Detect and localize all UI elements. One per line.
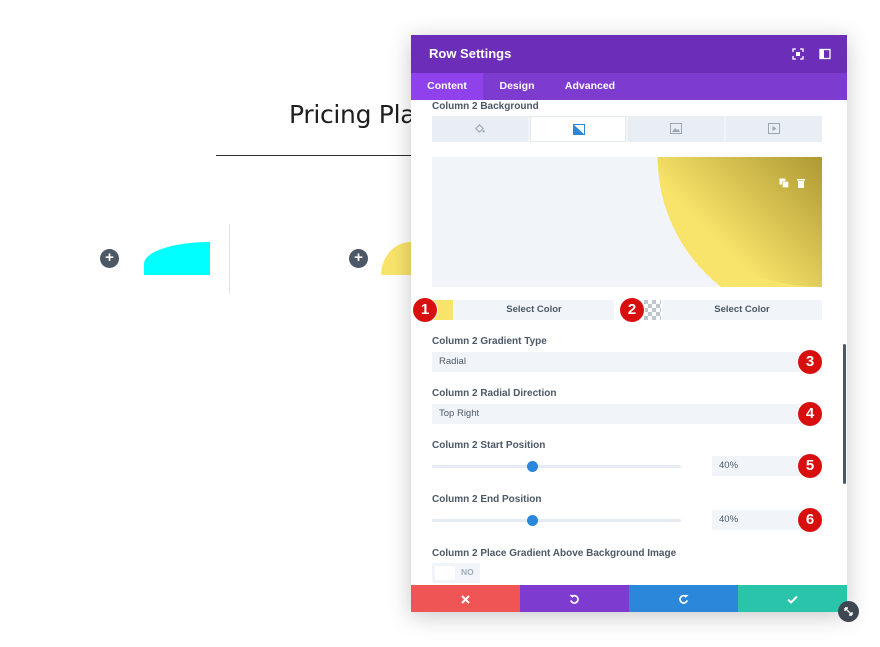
close-icon	[461, 595, 470, 604]
video-icon	[768, 123, 780, 134]
redo-icon	[679, 594, 689, 604]
settings-content: Column 2 Background	[411, 100, 847, 585]
toggle-value: NO	[461, 567, 474, 577]
gradient-preview	[432, 157, 822, 287]
gradient-type-label: Column 2 Gradient Type	[432, 336, 547, 347]
background-video-tab[interactable]	[726, 116, 822, 142]
check-icon	[787, 595, 798, 604]
step-badge-1: 1	[413, 298, 437, 322]
radial-direction-select[interactable]: Top Right	[432, 404, 822, 424]
gradient-icon	[573, 124, 585, 135]
tab-content[interactable]: Content	[411, 73, 483, 100]
step-badge-5: 5	[798, 454, 822, 478]
tab-advanced[interactable]: Advanced	[564, 80, 616, 92]
plus-icon: +	[105, 249, 114, 266]
select-color-1-button[interactable]: Select Color	[454, 300, 614, 320]
column-divider	[229, 224, 230, 294]
gradient-above-toggle[interactable]: NO	[432, 563, 480, 583]
radial-direction-label: Column 2 Radial Direction	[432, 388, 557, 399]
background-label: Column 2 Background	[432, 101, 539, 112]
page-title: Pricing Plan	[289, 100, 431, 129]
background-gradient-tab[interactable]	[530, 116, 626, 142]
delete-icon[interactable]	[796, 175, 806, 188]
undo-icon	[569, 594, 579, 604]
resize-handle[interactable]	[838, 601, 859, 622]
end-position-input[interactable]: 40%	[712, 510, 822, 530]
step-badge-6: 6	[798, 508, 822, 532]
gradient-above-label: Column 2 Place Gradient Above Background…	[432, 548, 677, 559]
undo-button[interactable]	[520, 585, 629, 612]
toggle-knob	[435, 566, 455, 580]
modal-footer	[411, 585, 847, 612]
color-2-swatch[interactable]	[640, 300, 661, 320]
background-type-tabs	[432, 116, 822, 142]
start-position-input[interactable]: 40%	[712, 456, 822, 476]
modal-title: Row Settings	[429, 46, 512, 61]
fullscreen-icon[interactable]	[792, 47, 804, 60]
step-badge-4: 4	[798, 402, 822, 426]
modal-header: Row Settings	[411, 35, 847, 73]
paint-bucket-icon	[475, 124, 485, 133]
add-module-button-1[interactable]: +	[100, 249, 119, 268]
start-position-label: Column 2 Start Position	[432, 440, 546, 451]
duplicate-icon[interactable]	[779, 175, 789, 188]
tab-design[interactable]: Design	[499, 80, 535, 92]
start-position-slider-handle[interactable]	[527, 461, 538, 472]
title-divider	[216, 155, 416, 156]
redo-button[interactable]	[629, 585, 738, 612]
plus-icon: +	[354, 249, 363, 266]
column-2-gradient-shape	[381, 242, 411, 275]
image-icon	[670, 123, 682, 134]
end-position-slider[interactable]	[432, 519, 681, 522]
row-settings-modal: Row Settings Content Design Advanced Col…	[411, 35, 847, 612]
end-position-label: Column 2 End Position	[432, 494, 542, 505]
resize-icon	[844, 607, 853, 617]
start-position-slider[interactable]	[432, 465, 681, 468]
column-1-gradient-shape	[144, 242, 210, 275]
color-1-swatch[interactable]	[432, 300, 453, 320]
save-button[interactable]	[738, 585, 847, 612]
end-position-slider-handle[interactable]	[527, 515, 538, 526]
gradient-type-select[interactable]: Radial	[432, 352, 822, 372]
step-badge-3: 3	[798, 350, 822, 374]
background-image-tab[interactable]	[628, 116, 724, 142]
step-badge-2: 2	[620, 298, 644, 322]
settings-tabs: Content Design Advanced	[411, 73, 847, 100]
scrollbar[interactable]	[843, 344, 846, 484]
add-module-button-2[interactable]: +	[349, 249, 368, 268]
background-color-tab[interactable]	[432, 116, 528, 142]
sidebar-toggle-icon[interactable]	[819, 47, 831, 60]
select-color-2-button[interactable]: Select Color	[662, 300, 822, 320]
cancel-button[interactable]	[411, 585, 520, 612]
